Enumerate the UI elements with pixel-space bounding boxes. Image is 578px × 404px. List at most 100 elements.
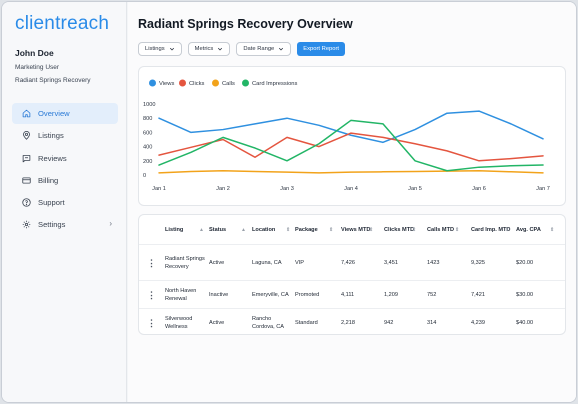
cell-calls-mtd: 1423 xyxy=(427,259,440,266)
filter-label: Listings xyxy=(145,46,165,52)
sidebar-item-label: Settings xyxy=(38,220,66,230)
x-tick-label: Jan 3 xyxy=(280,186,294,192)
listings-filter-dropdown[interactable]: Listings xyxy=(138,42,182,56)
sidebar: clientreach John Doe Marketing User Radi… xyxy=(2,2,127,402)
sidebar-item-listings[interactable]: Listings xyxy=(12,125,118,146)
legend-marker xyxy=(212,79,219,87)
export-report-button[interactable]: Export Report xyxy=(297,42,346,56)
column-header-views-mtd[interactable]: Views MTD ⇕ xyxy=(341,215,375,245)
toolbar: Listings Metrics Date Range Export Repor… xyxy=(138,42,346,56)
column-header-location[interactable]: Location ⇕ xyxy=(252,215,292,245)
sidebar-item-label: Reviews xyxy=(38,153,67,163)
brand-logo[interactable]: clientreach xyxy=(15,13,110,34)
x-tick-label: Jan 5 xyxy=(408,186,422,192)
cell-clicks-mtd: 942 xyxy=(384,320,394,326)
page-title: Radiant Springs Recovery Overview xyxy=(138,17,353,31)
chevron-right-icon: › xyxy=(109,219,112,229)
cell-views-mtd: 2,218 xyxy=(341,320,355,326)
cell-calls-mtd: 752 xyxy=(427,291,437,298)
sort-icon[interactable]: ⇕ xyxy=(286,227,291,233)
y-tick-label: 400 xyxy=(143,145,152,151)
row-actions-icon[interactable]: ⋮ xyxy=(147,257,156,268)
legend-label[interactable]: Calls xyxy=(222,81,235,87)
column-header-card-imp-mtd[interactable]: Card Imp. MTD ⇕ xyxy=(471,215,511,245)
column-header-label: Avg. CPA xyxy=(516,227,541,233)
legend-label[interactable]: Card Impressions xyxy=(252,81,298,87)
column-header-listing[interactable]: Listing ▲ xyxy=(165,215,205,245)
row-actions-icon[interactable]: ⋮ xyxy=(147,318,156,328)
sidebar-item-overview[interactable]: Overview xyxy=(12,103,118,124)
chevron-down-icon xyxy=(217,46,223,52)
column-header-status[interactable]: Status ▲ xyxy=(209,215,247,245)
series-line-clicks xyxy=(158,132,544,162)
sort-icon[interactable]: ⇕ xyxy=(505,227,510,233)
cell-clicks-mtd: 3,451 xyxy=(384,259,398,266)
sort-icon[interactable]: ⇕ xyxy=(550,227,555,233)
cell-card-imp-mtd: 4,239 xyxy=(471,320,485,326)
column-header-avg-cpa[interactable]: Avg. CPA ⇕ xyxy=(516,215,556,245)
metrics-filter-dropdown[interactable]: Metrics xyxy=(187,42,231,56)
sort-icon[interactable]: ▲ xyxy=(199,227,204,233)
column-header-clicks-mtd[interactable]: Clicks MTD ⇕ xyxy=(384,215,418,245)
legend-marker xyxy=(242,79,249,87)
x-tick-label: Jan 4 xyxy=(344,186,358,192)
table-row[interactable]: ⋮ Silverwood Wellness Active Rancho Cordova… xyxy=(139,309,565,337)
column-header-package[interactable]: Package ⇕ xyxy=(295,215,335,245)
sort-icon[interactable]: ⇕ xyxy=(455,227,460,233)
cell-location: Laguna, CA xyxy=(252,259,282,266)
sort-icon[interactable]: ▲ xyxy=(241,227,246,233)
cell-views-mtd: 4,111 xyxy=(341,291,355,298)
cell-avg-cpa: $20.00 xyxy=(516,259,534,266)
column-header-label: Status xyxy=(209,227,227,233)
main-content: Radiant Springs Recovery Overview Listin… xyxy=(128,2,576,402)
legend-label[interactable]: Views xyxy=(159,81,174,87)
y-tick-label: 0 xyxy=(143,173,146,179)
line-chart: Views Clicks Calls Card Impressions 0 200 400 6… xyxy=(143,79,550,192)
cell-package: Promoted xyxy=(295,291,320,298)
y-tick-label: 600 xyxy=(143,130,152,136)
gear-icon xyxy=(20,219,32,231)
sort-icon[interactable]: ⇕ xyxy=(369,227,374,233)
sidebar-item-settings[interactable]: Settings › xyxy=(12,214,118,235)
user-role: Marketing User xyxy=(15,64,60,71)
column-header-label: Listing xyxy=(165,227,184,233)
message-icon xyxy=(20,152,32,164)
sidebar-item-support[interactable]: Support xyxy=(12,192,118,213)
legend-marker xyxy=(179,79,186,87)
legend-marker xyxy=(149,79,156,87)
credit-card-icon xyxy=(20,174,32,186)
cell-avg-cpa: $30.00 xyxy=(516,291,534,298)
date-range-dropdown[interactable]: Date Range xyxy=(236,42,292,56)
chevron-down-icon xyxy=(278,46,284,52)
table-header: Listing ▲ Status ▲ Location ⇕ Package ⇕ Views MT… xyxy=(139,215,565,245)
sidebar-item-label: Support xyxy=(38,198,65,208)
filter-label: Date Range xyxy=(243,46,275,52)
cell-listing[interactable]: Radiant Springs Recovery xyxy=(165,255,205,270)
table-row[interactable]: ⋮ Radiant Springs Recovery Active Laguna, C… xyxy=(139,245,565,281)
sidebar-item-billing[interactable]: Billing xyxy=(12,170,118,191)
table-row[interactable]: ⋮ North Haven Renewal Inactive Emeryville, … xyxy=(139,281,565,309)
cell-package: Standard xyxy=(295,320,318,326)
sidebar-item-reviews[interactable]: Reviews xyxy=(12,148,118,169)
cell-listing[interactable]: North Haven Renewal xyxy=(165,287,197,302)
help-circle-icon xyxy=(20,197,32,209)
sidebar-item-label: Billing xyxy=(38,175,59,185)
legend-label[interactable]: Clicks xyxy=(189,81,205,87)
sort-icon[interactable]: ⇕ xyxy=(329,227,334,233)
column-header-label: Package xyxy=(295,227,318,233)
filter-label: Metrics xyxy=(194,46,214,52)
column-header-label: Location xyxy=(252,227,276,233)
home-icon xyxy=(20,108,32,120)
column-header-label: Card Imp. MTD xyxy=(471,227,511,233)
map-pin-icon xyxy=(20,130,32,142)
column-header-label: Calls MTD xyxy=(427,227,455,233)
series-line-calls xyxy=(158,169,544,174)
sort-icon[interactable]: ⇕ xyxy=(412,227,417,233)
cell-location: Rancho Cordova, CA xyxy=(252,316,285,330)
cell-listing[interactable]: Silverwood Wellness xyxy=(165,316,193,330)
y-tick-label: 1000 xyxy=(143,102,155,108)
row-actions-icon[interactable]: ⋮ xyxy=(147,289,156,300)
x-tick-label: Jan 6 xyxy=(472,186,486,192)
column-header-calls-mtd[interactable]: Calls MTD ⇕ xyxy=(427,215,461,245)
y-tick-label: 800 xyxy=(143,116,152,122)
